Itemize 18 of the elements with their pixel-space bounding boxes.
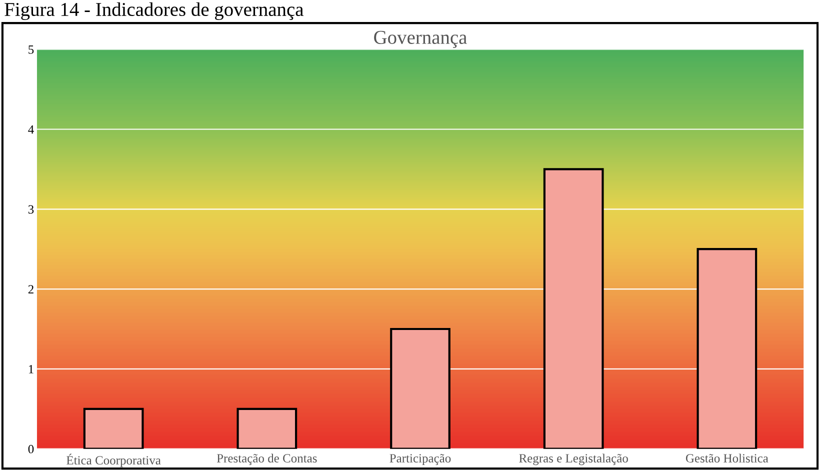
bar <box>83 408 144 449</box>
x-tick-label: Ética Coorporativa <box>66 454 161 468</box>
bar <box>236 408 298 449</box>
y-tick-label: 5 <box>28 46 34 54</box>
bar <box>543 168 604 449</box>
text: Figura 14 - Indicadores de governança <box>4 2 304 20</box>
y-tick-label: 3 <box>28 205 34 214</box>
x-tick-label: Prestação de Contas <box>216 454 317 466</box>
x-tick-label: Gestão Holistica <box>686 454 768 463</box>
bar <box>696 248 758 449</box>
y-tick-label: 1 <box>28 365 34 374</box>
chart-title: Governança <box>374 30 467 48</box>
x-tick-label: Participação <box>390 454 451 466</box>
y-tick-label: 2 <box>28 285 34 294</box>
y-tick-label: 4 <box>28 125 34 134</box>
x-tick-label: Regras e Legistalação <box>519 454 628 466</box>
y-tick-label: 0 <box>28 444 34 454</box>
bar <box>390 328 450 449</box>
